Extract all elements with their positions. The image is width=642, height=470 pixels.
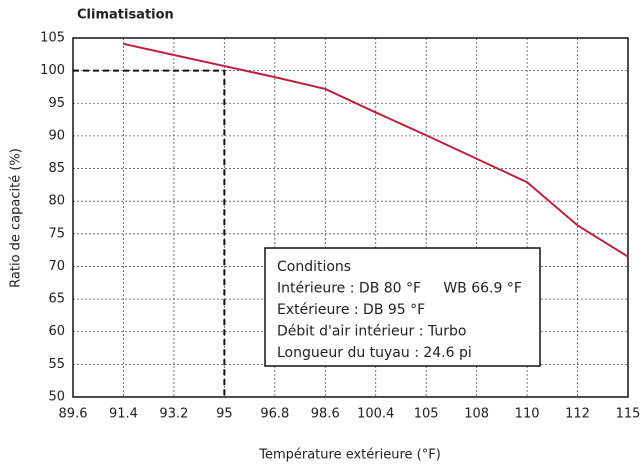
y-tick-label: 55 (48, 357, 65, 372)
x-tick-label: 100.4 (357, 407, 394, 422)
y-tick-label: 50 (48, 390, 65, 405)
x-tick-label: 108 (464, 407, 489, 422)
x-tick-label: 115 (616, 407, 641, 422)
y-tick-label: 90 (48, 128, 65, 143)
x-tick-label: 105 (414, 407, 439, 422)
x-tick-label: 96.8 (260, 407, 289, 422)
y-tick-label: 85 (48, 161, 65, 176)
y-tick-label: 65 (48, 292, 65, 307)
annotation: Longueur du tuyau : 24.6 pi (277, 345, 472, 361)
x-tick-label: 89.6 (59, 407, 88, 422)
x-tick-label: 98.6 (311, 407, 340, 422)
plot-frame (72, 37, 629, 398)
x-tick-label: 110 (515, 407, 540, 422)
x-tick-label: 91.4 (109, 407, 138, 422)
x-axis-label: Température extérieure (°F) (258, 448, 441, 463)
data-line (123, 42, 629, 258)
annotation: Intérieure : DB 80 °F WB 66.9 °F (277, 281, 522, 297)
annotation: Débit d'air intérieur : Turbo (277, 324, 466, 340)
y-tick-label: 80 (48, 194, 65, 209)
x-tick-label: 112 (565, 407, 590, 422)
reference-line (73, 69, 226, 397)
y-tick-label: 70 (48, 259, 65, 274)
y-tick-label: 95 (48, 96, 65, 111)
annotation: Extérieure : DB 95 °F (277, 302, 425, 318)
annotation: Conditions (277, 259, 351, 275)
y-tick-label: 100 (40, 63, 65, 78)
y-tick-label: 105 (40, 31, 65, 46)
x-tick-label: 93.2 (159, 407, 188, 422)
y-tick-label: 75 (48, 226, 65, 241)
y-tick-label: 60 (48, 324, 65, 339)
x-tick-label: 95 (216, 407, 233, 422)
chart-title: Climatisation (77, 8, 174, 23)
conditions-box (264, 247, 541, 367)
y-axis-label: Ratio de capacité (%) (9, 148, 24, 288)
